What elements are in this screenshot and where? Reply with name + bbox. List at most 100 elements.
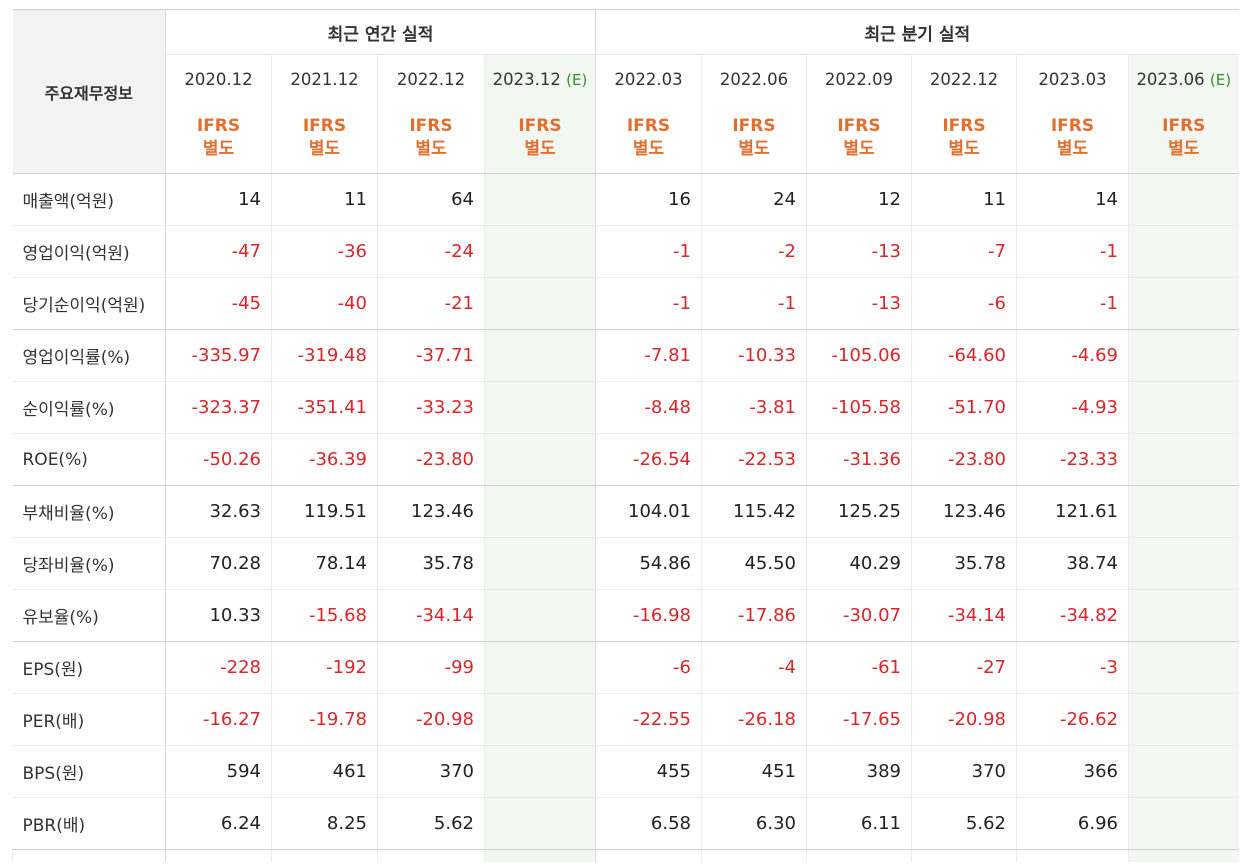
table-cell: -22.55	[595, 693, 702, 746]
column-accounting-basis: IFRS 별도	[377, 103, 485, 174]
table-cell: 461	[271, 745, 378, 798]
column-date-header: 2022.06	[701, 54, 807, 103]
table-cell: 11	[911, 173, 1017, 226]
row-label: PER(배)	[12, 693, 166, 746]
table-cell: -16.98	[595, 589, 702, 642]
table-cell: -37.71	[377, 329, 485, 382]
table-cell: 104.01	[595, 485, 702, 538]
column-date-header: 2020.12	[166, 55, 272, 104]
table-row: 부채비율(%) 32.63 119.51 123.46 104.01 115.42 125.…	[12, 485, 1239, 538]
basis-label: 별도	[1168, 139, 1200, 159]
table-cell: -20.98	[377, 693, 485, 746]
table-row: 영업이익(억원) -47 -36 -24 -1 -2 -13 -7 -1	[12, 225, 1239, 278]
header-date-row: 2020.12 2021.12 2022.12 2023.12 (E) 2022.03 2…	[13, 54, 1239, 104]
table-row: PBR(배) 6.24 8.25 5.62 6.58 6.30 6.11 5.62 6.96	[12, 797, 1239, 850]
basis-label: 별도	[202, 139, 235, 159]
table-cell	[484, 641, 596, 694]
table-cell	[484, 485, 596, 538]
column-accounting-basis: IFRS 별도	[271, 103, 378, 174]
table-cell: 40.29	[806, 537, 912, 590]
basis-label: 별도	[738, 139, 770, 159]
table-cell: 6.30	[701, 797, 807, 850]
table-cell: 123.46	[911, 485, 1017, 538]
header-ifrs-row: IFRS 별도 IFRS 별도 IFRS 별도 IFRS 별도 IFRS 별도 IFRS 별도 IFRS…	[13, 103, 1239, 174]
table-cell: -36	[271, 225, 378, 278]
ifrs-label: IFRS	[942, 116, 986, 136]
table-cell: 78.14	[271, 537, 378, 590]
table-cell: -6	[911, 277, 1017, 330]
table-cell: 121.61	[1016, 485, 1129, 538]
column-date-header: 2022.03	[596, 55, 702, 104]
table-cell: -1	[701, 277, 807, 330]
table-cell: -7	[911, 225, 1017, 278]
table-cell-empty	[701, 849, 807, 862]
table-cell: -47	[165, 225, 272, 278]
table-cell: -8.48	[595, 381, 702, 434]
column-date-header: 2023.03	[1016, 54, 1129, 103]
table-cell: -26.54	[595, 433, 702, 486]
column-accounting-basis: IFRS 별도	[165, 103, 272, 174]
table-cell: -23.80	[911, 433, 1017, 486]
column-date-header: 2023.06 (E)	[1127, 54, 1239, 103]
table-cell: -64.60	[911, 329, 1017, 382]
row-label: 순이익률(%)	[12, 381, 166, 434]
column-accounting-basis: IFRS 별도	[911, 103, 1017, 174]
table-cell	[1127, 537, 1239, 590]
table-cell-empty	[1127, 849, 1239, 862]
table-cell	[1127, 693, 1239, 746]
table-header: 주요재무정보 최근 연간 실적 최근 분기 실적 2020.12 2021.12 2…	[12, 9, 1239, 174]
column-date: 2020.12	[184, 69, 253, 89]
table-cell: 125.25	[806, 485, 912, 538]
ifrs-label: IFRS	[518, 116, 562, 136]
estimate-marker: (E)	[566, 70, 588, 89]
table-cell	[1127, 225, 1239, 278]
table-cell: 389	[806, 745, 912, 798]
table-cell: 594	[165, 745, 272, 798]
table-cell: 16	[595, 173, 702, 226]
table-cell-empty	[806, 849, 912, 862]
table-cell-empty	[484, 849, 596, 862]
table-cell: 6.11	[806, 797, 912, 850]
table-row: 순이익률(%) -323.37 -351.41 -33.23 -8.48 -3.81 -10…	[12, 381, 1239, 434]
table-cell: -15.68	[271, 589, 378, 642]
table-cell: -16.27	[165, 693, 272, 746]
table-cell	[484, 797, 596, 850]
table-cell: -1	[595, 277, 702, 330]
ifrs-label: IFRS	[409, 116, 453, 136]
table-cell: -351.41	[271, 381, 378, 434]
table-cell: -23.33	[1016, 433, 1129, 486]
table-body: 매출액(억원) 14 11 64 16 24 12 11 14 영업이익(억원) -47 -36 -24…	[12, 173, 1239, 862]
table-cell: -323.37	[165, 381, 272, 434]
column-date: 2021.12	[290, 69, 359, 89]
table-cell: -36.39	[271, 433, 378, 486]
table-cell: -319.48	[271, 329, 378, 382]
column-accounting-basis: IFRS 별도	[1127, 103, 1239, 174]
header-group-row: 주요재무정보 최근 연간 실적 최근 분기 실적	[12, 9, 1239, 174]
table-cell	[1127, 173, 1239, 226]
table-cell	[484, 745, 596, 798]
table-cell: 10.33	[165, 589, 272, 642]
basis-label: 별도	[415, 139, 447, 159]
table-cell: -1	[1016, 225, 1129, 278]
table-cell: 5.62	[377, 797, 485, 850]
column-date-header: 2022.12	[911, 54, 1017, 103]
row-label: 당좌비율(%)	[12, 537, 166, 590]
ifrs-label: IFRS	[196, 116, 241, 136]
annual-group-title: 최근 연간 실적	[165, 9, 596, 55]
table-cell: -26.62	[1016, 693, 1129, 746]
ifrs-label: IFRS	[626, 116, 671, 136]
ifrs-label: IFRS	[302, 116, 347, 136]
column-date: 2022.06	[719, 69, 789, 89]
table-cell: 119.51	[271, 485, 378, 538]
basis-label: 별도	[524, 139, 556, 159]
table-cell	[1127, 329, 1239, 382]
table-cell	[1127, 641, 1239, 694]
table-cell: -13	[806, 225, 912, 278]
row-label: 영업이익(억원)	[12, 225, 166, 278]
table-cell: -34.14	[377, 589, 485, 642]
table-cell: -105.58	[806, 381, 912, 434]
table-cell-empty	[595, 849, 702, 862]
table-cell: -22.53	[701, 433, 807, 486]
column-date-header: 2023.12 (E)	[484, 54, 596, 103]
table-row-partial	[12, 849, 1239, 862]
